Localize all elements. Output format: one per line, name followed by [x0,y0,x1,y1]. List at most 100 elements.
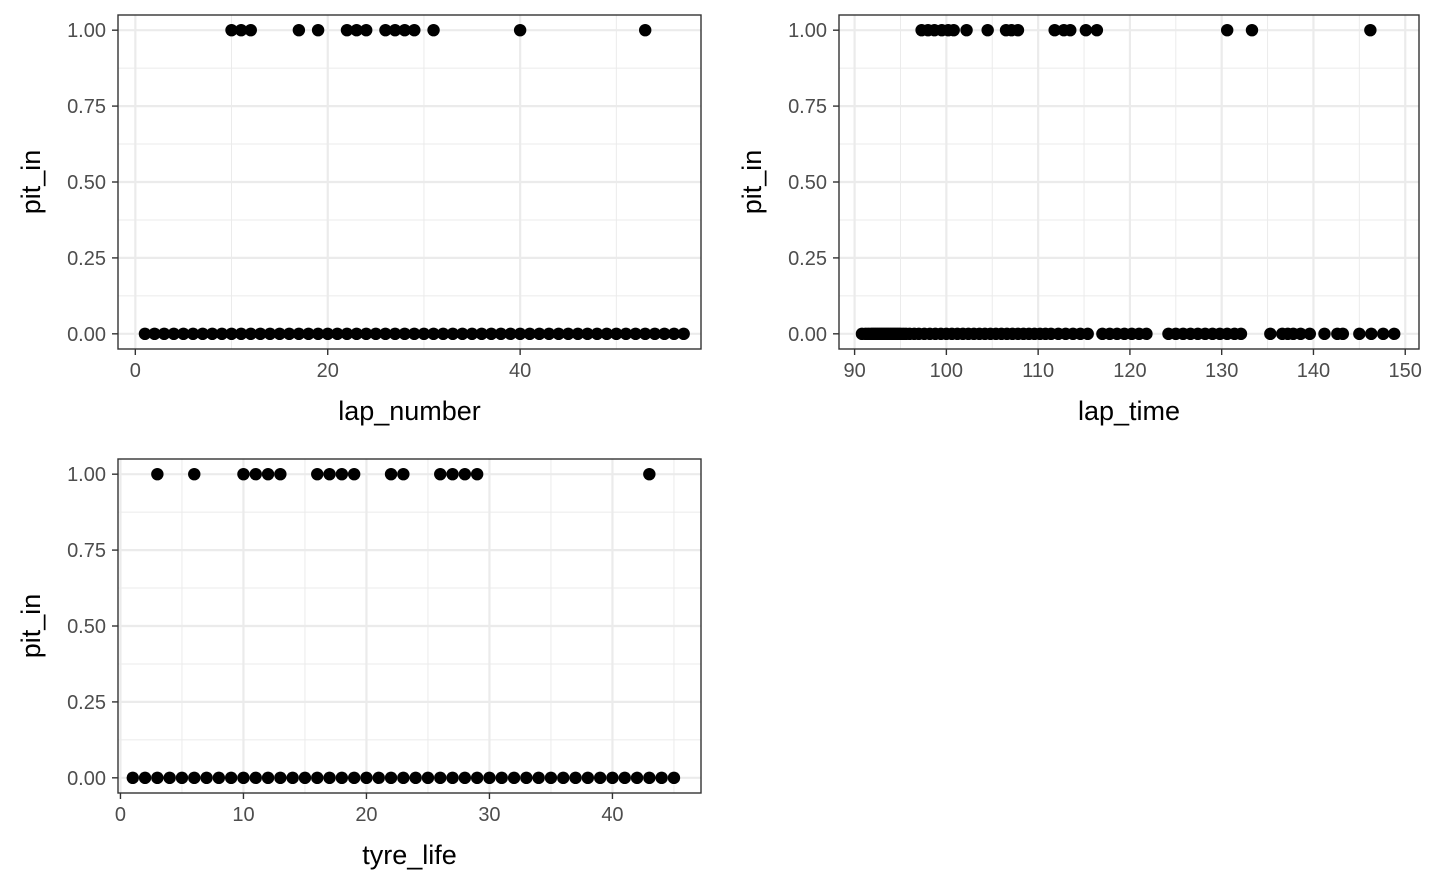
y-tick-label: 1.00 [788,20,827,42]
data-point [1220,23,1234,37]
data-point [408,327,421,341]
data-point [639,23,652,37]
data-point [237,467,250,481]
x-axis-title: tyre_life [362,840,457,870]
data-point [495,771,508,785]
x-tick-label: 110 [1022,360,1054,382]
x-tick-label: 10 [232,804,254,826]
data-point [384,771,398,785]
data-point [581,327,594,341]
data-point [274,771,287,785]
data-point [1377,327,1390,341]
data-point [311,467,324,481]
data-point [532,771,545,785]
y-tick-label: 0.25 [788,248,827,270]
data-point [421,771,435,785]
scatter-panel-1: 0 20 40 0.00 0.25 0.50 0.75 1.00 lap_number pit_i… [16,14,702,426]
data-point [369,327,383,341]
data-point [643,467,656,481]
data-point [947,23,960,37]
data-point [667,771,681,785]
x-tick-label: 30 [478,804,500,826]
data-point [504,327,517,341]
data-point [483,771,496,785]
data-point [470,771,484,785]
data-point [630,771,644,785]
data-point [569,771,582,785]
data-point [571,327,585,341]
data-point [1365,327,1378,341]
y-tick-label: 0.00 [788,324,827,346]
y-tick-label: 0.00 [67,324,106,346]
data-point [175,771,189,785]
data-point [188,771,201,785]
data-point [188,467,201,481]
data-point [465,327,479,341]
data-point [520,771,533,785]
data-point [417,327,431,341]
data-point [360,23,373,37]
data-point [981,23,994,37]
data-point [619,327,633,341]
data-point [225,327,238,341]
data-point [212,771,226,785]
data-point [237,771,250,785]
data-point [249,467,262,481]
data-point [311,23,325,37]
y-tick-label: 0.50 [67,616,106,638]
data-point [600,327,613,341]
data-point [151,467,164,481]
y-tick-label: 1.00 [67,20,106,42]
data-point [436,327,450,341]
data-point [292,23,306,37]
data-point [340,23,354,37]
data-point [1364,23,1377,37]
data-point [340,327,354,341]
data-point [434,771,447,785]
data-point [655,771,668,785]
data-point [323,771,336,785]
data-point [138,771,152,785]
data-point [292,327,306,341]
data-point [648,327,662,341]
data-point [138,327,152,341]
data-point [244,327,257,341]
data-point [618,771,631,785]
data-point [533,327,546,341]
data-point [1303,327,1316,341]
data-point [1264,327,1277,341]
x-tick-label: 140 [1297,360,1330,382]
data-point [244,23,257,37]
data-point [186,327,200,341]
x-tick-label: 100 [930,360,963,382]
data-point [224,771,238,785]
data-point [475,327,488,341]
data-point [331,327,344,341]
data-point [542,327,556,341]
data-point [1336,327,1350,341]
data-point [398,23,411,37]
data-point [446,771,459,785]
data-point [1353,327,1366,341]
data-point [254,327,267,341]
data-point [434,467,447,481]
data-point [1388,327,1401,341]
data-point [379,327,392,341]
data-point [302,327,315,341]
y-tick-label: 0.75 [67,540,106,562]
y-tick-label: 0.00 [67,768,106,790]
x-tick-label: 20 [355,804,377,826]
x-tick-label: 150 [1389,360,1422,382]
data-point [629,327,642,341]
y-tick-label: 0.50 [788,172,827,194]
data-point [494,327,508,341]
data-point [249,771,262,785]
data-point [347,467,361,481]
data-point [273,327,286,341]
data-point [1090,23,1104,37]
data-point [206,327,219,341]
data-point [513,23,527,37]
data-point [1140,327,1153,341]
data-point [427,327,440,341]
data-point [126,771,139,785]
